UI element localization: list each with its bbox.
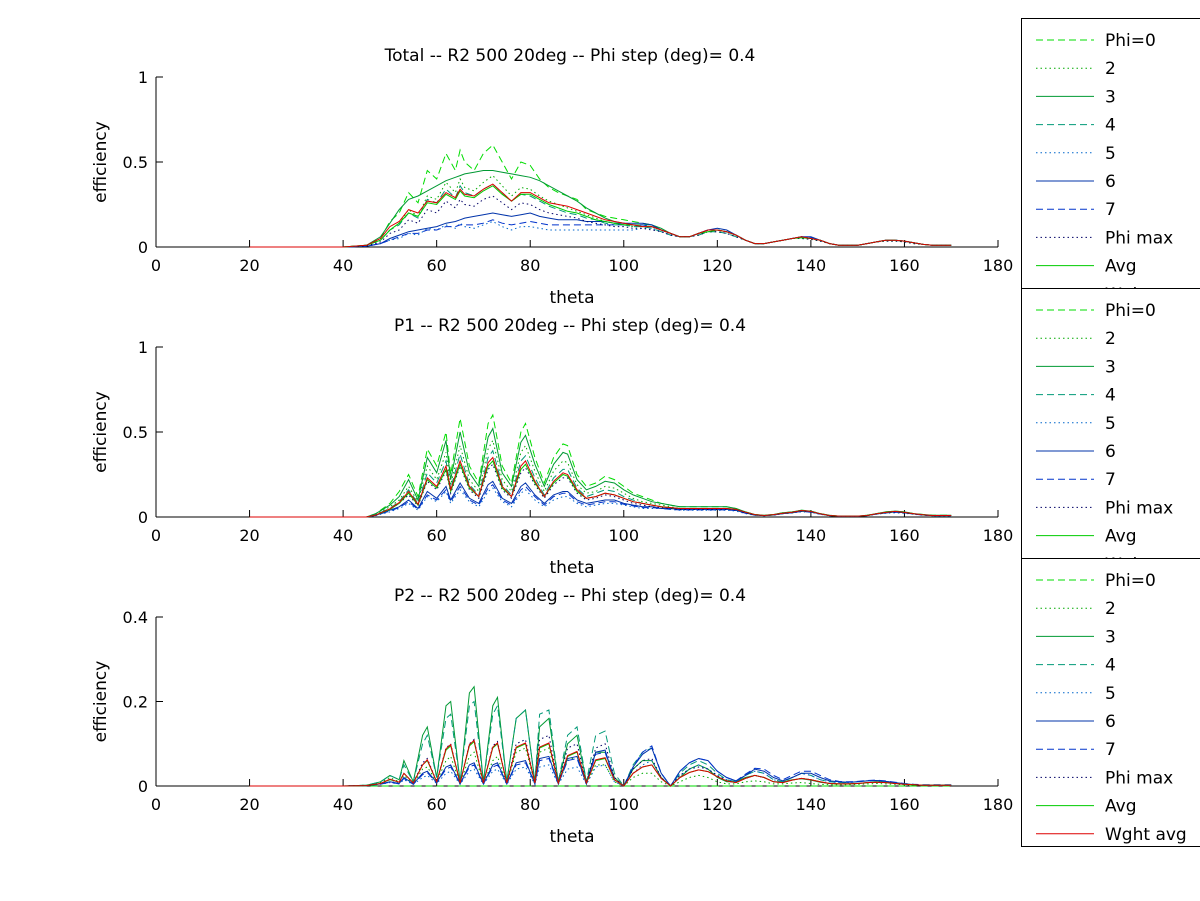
- legend-entry-label: Wght avg: [1105, 825, 1187, 845]
- series-line-4: [249, 449, 952, 518]
- chart-title: P2 -- R2 500 20deg -- Phi step (deg)= 0.…: [394, 586, 746, 606]
- legend-entry-label: Wght avg: [1105, 555, 1187, 575]
- legend-entry-label: 3: [1105, 627, 1116, 647]
- x-tick-label: 80: [520, 795, 540, 814]
- legend-entry-label: 4: [1105, 386, 1116, 406]
- x-tick-label: 160: [889, 526, 920, 545]
- x-axis-label: theta: [550, 288, 595, 308]
- legend-entry-label: 3: [1105, 87, 1116, 107]
- y-tick-label: 0.2: [123, 693, 148, 712]
- legend-entry-label: Avg: [1105, 797, 1137, 817]
- y-tick-label: 0: [138, 508, 148, 527]
- legend: Phi=0 2 3 4 5 6 7 Phi max Avg Wght avg: [1021, 288, 1200, 575]
- y-tick-label: 1: [138, 68, 148, 87]
- x-tick-label: 40: [333, 256, 353, 275]
- x-tick-label: 120: [702, 526, 733, 545]
- legend-entry-label: 6: [1105, 172, 1116, 192]
- legend-entry-label: 7: [1105, 200, 1116, 220]
- x-tick-label: 100: [609, 795, 640, 814]
- x-tick-label: 120: [702, 795, 733, 814]
- y-axis-label: efficiency: [91, 661, 111, 743]
- series-line-10: [249, 183, 952, 248]
- legend-entry-label: 5: [1105, 144, 1116, 164]
- legend-box: [1021, 288, 1200, 560]
- x-tick-label: 120: [702, 256, 733, 275]
- y-axis-label: efficiency: [91, 391, 111, 473]
- x-tick-label: 60: [426, 256, 446, 275]
- series-line-8: [249, 463, 952, 518]
- subplot-3: 0 20 40 60 80 100 120 140 160 180 0 0.2 0.4 P2 -- R2 …: [91, 558, 1200, 847]
- x-tick-label: 140: [796, 795, 827, 814]
- y-tick-label: 0: [138, 777, 148, 796]
- series-line-10: [249, 739, 952, 787]
- series-line-4: [249, 700, 952, 787]
- x-tick-label: 80: [520, 526, 540, 545]
- x-tick-label: 60: [426, 795, 446, 814]
- x-tick-label: 20: [239, 795, 259, 814]
- y-tick-label: 0.4: [123, 608, 148, 627]
- x-tick-label: 40: [333, 526, 353, 545]
- legend-entry-label: 2: [1105, 599, 1116, 619]
- series-line-10: [249, 456, 952, 518]
- legend-entry-label: Phi=0: [1105, 31, 1156, 51]
- x-tick-label: 0: [151, 795, 161, 814]
- chart-title: P1 -- R2 500 20deg -- Phi step (deg)= 0.…: [394, 316, 746, 336]
- legend-entry-label: 2: [1105, 329, 1116, 349]
- x-tick-label: 60: [426, 526, 446, 545]
- legend-entry-label: Phi max: [1105, 768, 1173, 788]
- legend: Phi=0 2 3 4 5 6 7 Phi max Avg Wght avg: [1021, 558, 1200, 847]
- x-tick-label: 180: [983, 256, 1014, 275]
- chart-title: Total -- R2 500 20deg -- Phi step (deg)=…: [384, 46, 756, 66]
- x-tick-label: 20: [239, 256, 259, 275]
- legend-entry-label: Avg: [1105, 527, 1137, 547]
- subplot-2: 0 20 40 60 80 100 120 140 160 180 0 0.5 1 P1 -- R2 50…: [91, 288, 1200, 578]
- y-tick-label: 1: [138, 338, 148, 357]
- x-axis-label: theta: [550, 558, 595, 578]
- x-tick-label: 0: [151, 526, 161, 545]
- x-tick-label: 140: [796, 256, 827, 275]
- legend-entry-label: Wght avg: [1105, 285, 1187, 305]
- legend-entry-label: 4: [1105, 656, 1116, 676]
- x-tick-label: 20: [239, 526, 259, 545]
- y-tick-label: 0.5: [123, 153, 148, 172]
- legend-entry-label: Phi max: [1105, 228, 1173, 248]
- x-tick-label: 160: [889, 256, 920, 275]
- x-tick-label: 100: [609, 526, 640, 545]
- x-tick-label: 140: [796, 526, 827, 545]
- y-tick-label: 0: [138, 238, 148, 257]
- legend-entry-label: 3: [1105, 357, 1116, 377]
- legend-entry-label: 6: [1105, 712, 1116, 732]
- legend-entry-label: Phi=0: [1105, 571, 1156, 591]
- y-tick-label: 0.5: [123, 423, 148, 442]
- series-line-5: [249, 487, 952, 518]
- x-tick-label: 160: [889, 795, 920, 814]
- legend-box: [1021, 18, 1200, 290]
- legend: Phi=0 2 3 4 5 6 7 Phi max Avg Wght avg: [1021, 18, 1200, 305]
- legend-entry-label: Avg: [1105, 257, 1137, 277]
- legend-entry-label: 4: [1105, 116, 1116, 136]
- y-axis-label: efficiency: [91, 121, 111, 203]
- legend-entry-label: 7: [1105, 470, 1116, 490]
- subplot-1: 0 20 40 60 80 100 120 140 160 180 0 0.5 1 Total -- R2…: [91, 18, 1200, 308]
- legend-entry-label: 6: [1105, 442, 1116, 462]
- legend-entry-label: 5: [1105, 684, 1116, 704]
- x-tick-label: 0: [151, 256, 161, 275]
- x-tick-label: 100: [609, 256, 640, 275]
- legend-entry-label: 7: [1105, 740, 1116, 760]
- legend-box: [1021, 558, 1200, 847]
- x-tick-label: 180: [983, 526, 1014, 545]
- x-tick-label: 80: [520, 256, 540, 275]
- legend-entry-label: Phi max: [1105, 498, 1173, 518]
- legend-entry-label: 5: [1105, 414, 1116, 434]
- x-axis-label: theta: [550, 827, 595, 847]
- x-tick-label: 40: [333, 795, 353, 814]
- legend-entry-label: 2: [1105, 59, 1116, 79]
- legend-entry-label: Phi=0: [1105, 301, 1156, 321]
- x-tick-label: 180: [983, 795, 1014, 814]
